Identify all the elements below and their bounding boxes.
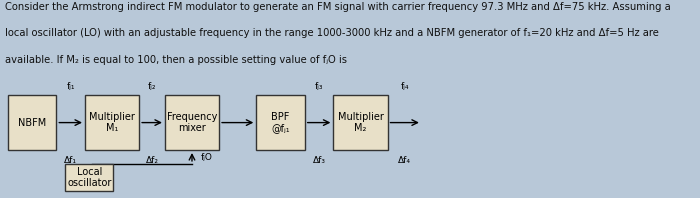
Text: fⱼ₃: fⱼ₃ [315, 82, 323, 91]
Text: fⱼO: fⱼO [201, 152, 212, 162]
Text: available. If M₂ is equal to 100, then a possible setting value of fⱼO is: available. If M₂ is equal to 100, then a… [6, 55, 347, 65]
Text: Consider the Armstrong indirect FM modulator to generate an FM signal with carri: Consider the Armstrong indirect FM modul… [6, 2, 671, 12]
FancyBboxPatch shape [333, 95, 388, 150]
Text: Local
oscillator: Local oscillator [67, 167, 111, 188]
FancyBboxPatch shape [256, 95, 304, 150]
Text: BPF
@fⱼ₁: BPF @fⱼ₁ [271, 112, 290, 133]
Text: Δf₄: Δf₄ [398, 156, 411, 165]
Text: fⱼ₂: fⱼ₂ [148, 82, 156, 91]
FancyBboxPatch shape [65, 164, 113, 191]
Text: Frequency
mixer: Frequency mixer [167, 112, 217, 133]
Text: Δf₁: Δf₁ [64, 156, 77, 165]
Text: Multiplier
M₂: Multiplier M₂ [337, 112, 384, 133]
FancyBboxPatch shape [8, 95, 57, 150]
Text: NBFM: NBFM [18, 118, 46, 128]
Text: Δf₃: Δf₃ [312, 156, 326, 165]
Text: Δf₂: Δf₂ [146, 156, 158, 165]
FancyBboxPatch shape [165, 95, 219, 150]
FancyBboxPatch shape [85, 95, 139, 150]
Text: fⱼ₁: fⱼ₁ [66, 82, 75, 91]
Text: Multiplier
M₁: Multiplier M₁ [89, 112, 135, 133]
Text: local oscillator (LO) with an adjustable frequency in the range 1000-3000 kHz an: local oscillator (LO) with an adjustable… [6, 28, 659, 38]
Text: fⱼ₄: fⱼ₄ [400, 82, 409, 91]
